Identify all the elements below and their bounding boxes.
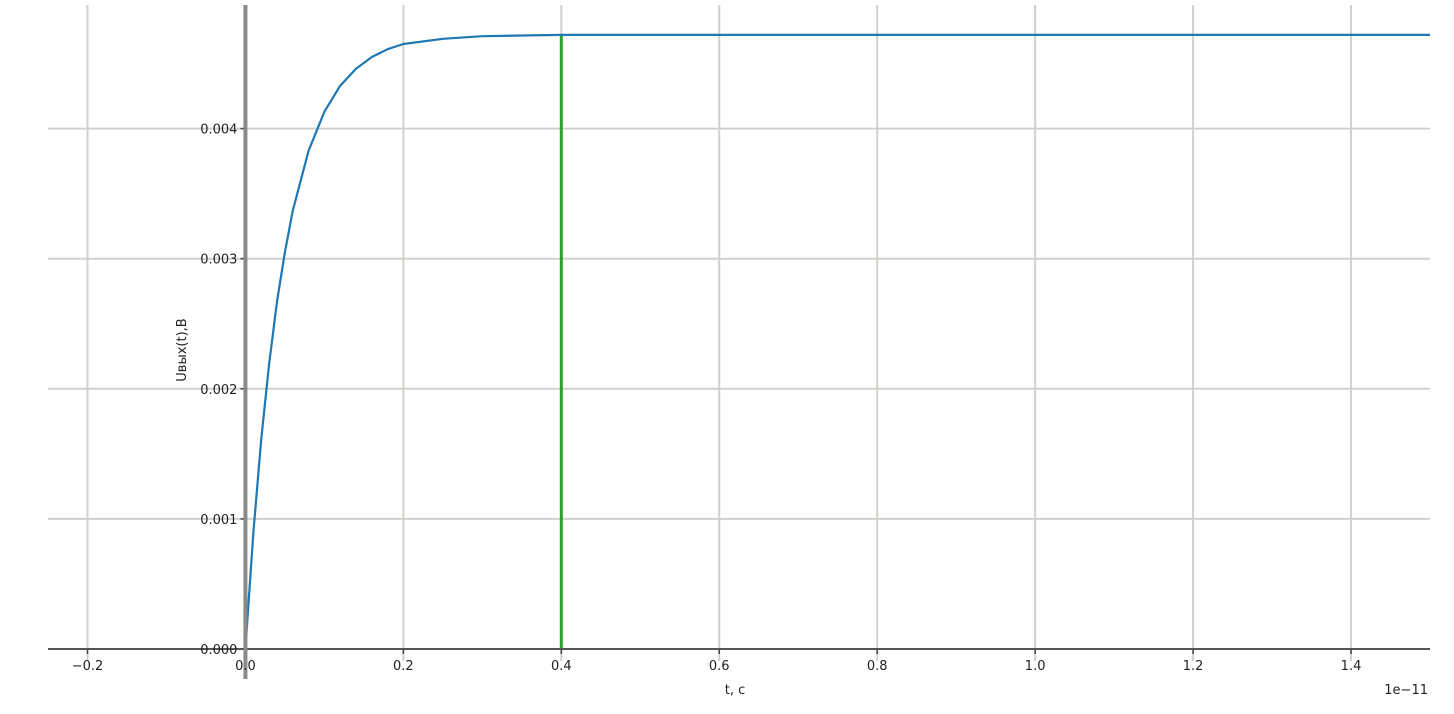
x-tick-label: 0.2 xyxy=(393,659,414,674)
x-tick-label: 1.2 xyxy=(1183,659,1204,674)
y-tick-label: 0.003 xyxy=(200,253,237,268)
y-tick-label: 0.002 xyxy=(200,383,237,398)
y-tick-label: 0.001 xyxy=(200,513,237,528)
x-tick-label: 1.4 xyxy=(1341,659,1362,674)
x-tick-label: 0.0 xyxy=(235,659,256,674)
x-tick-label: 0.4 xyxy=(551,659,572,674)
plot-marks xyxy=(244,33,1430,650)
x-tick-label: −0.2 xyxy=(72,659,104,674)
y-axis-label: Uвых(t),В xyxy=(175,318,190,381)
x-tick-label: 1.0 xyxy=(1025,659,1046,674)
y-tick-label: 0.004 xyxy=(200,123,237,138)
x-tick-label: 0.6 xyxy=(709,659,730,674)
grid xyxy=(48,5,1430,661)
series-line xyxy=(244,33,1430,650)
axes xyxy=(48,5,1430,679)
x-offset-text: 1e−11 xyxy=(1384,683,1428,698)
tick-labels: −0.2 0.0 0.2 0.4 0.6 0.8 1.0 1.2 1.4 0.000 0.001 0.… xyxy=(72,123,1362,674)
y-tick-label: 0.000 xyxy=(200,643,237,658)
x-tick-label: 0.8 xyxy=(867,659,888,674)
x-axis-label: t, c xyxy=(725,683,746,698)
